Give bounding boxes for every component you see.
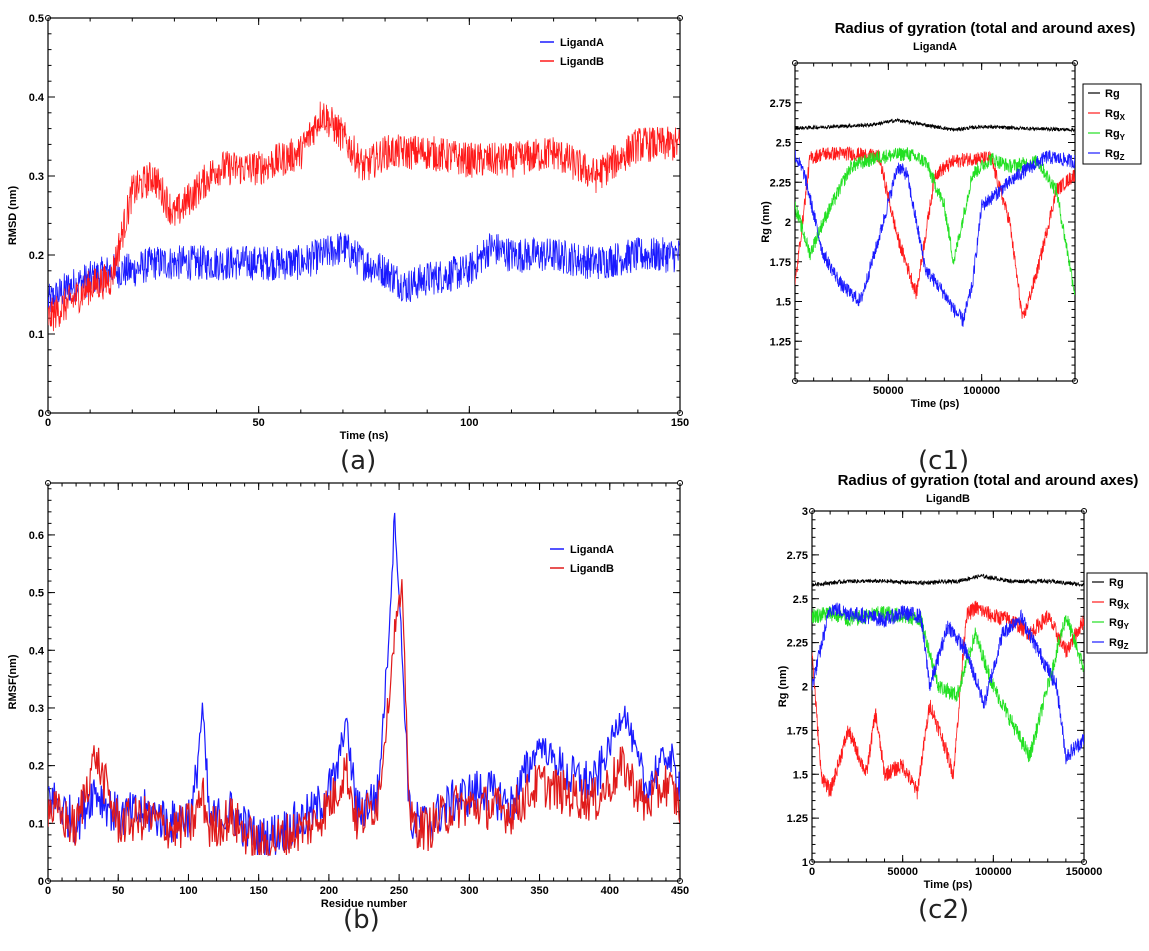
x-tick-label: 50000 <box>873 385 904 397</box>
x-tick-label: 50 <box>253 417 265 429</box>
chart-title: Radius of gyration (total and around axe… <box>835 20 1136 37</box>
y-tick-label: 0.3 <box>29 703 44 715</box>
legend-box <box>1082 83 1142 165</box>
x-tick-label: 350 <box>530 885 548 897</box>
y-tick-label: 0.4 <box>29 92 45 104</box>
x-tick-label: 0 <box>809 866 815 878</box>
legend-subscript: X <box>1124 602 1130 611</box>
legend-subscript: X <box>1120 113 1126 122</box>
x-tick-label: 150000 <box>1066 866 1103 878</box>
caption-c1: (c1) <box>918 446 970 476</box>
y-tick-label: 0.2 <box>29 250 44 262</box>
y-tick-label: 0.5 <box>29 588 44 600</box>
chart-subtitle: LigandA <box>913 41 957 53</box>
y-tick-label: 2.25 <box>787 638 808 650</box>
legend-subscript: Z <box>1124 642 1129 651</box>
y-axis-label: Rg (nm) <box>777 665 789 707</box>
y-tick-label: 0.2 <box>29 761 44 773</box>
y-tick-label: 1 <box>802 857 808 869</box>
y-tick-label: 2.5 <box>776 138 791 150</box>
x-axis-label: Time (ps) <box>911 398 960 410</box>
series-line-rgz <box>795 150 1075 327</box>
y-tick-label: 1.75 <box>770 257 791 269</box>
x-tick-label: 250 <box>390 885 408 897</box>
y-tick-label: 0.5 <box>29 13 44 25</box>
y-tick-label: 0.1 <box>29 329 44 341</box>
x-tick-label: 50 <box>112 885 124 897</box>
series-line-liganda <box>48 512 680 857</box>
chart-subtitle: LigandB <box>926 493 970 505</box>
x-tick-label: 300 <box>460 885 478 897</box>
plot-frame <box>794 62 1076 382</box>
x-tick-label: 100000 <box>963 385 1000 397</box>
series-line-rg <box>795 117 1075 133</box>
y-tick-label: 0.3 <box>29 171 44 183</box>
y-tick-label: 3 <box>802 506 808 518</box>
y-tick-label: 2 <box>802 682 808 694</box>
y-tick-label: 0.6 <box>29 530 44 542</box>
chart-c2: 0 50000 100000 150000 1 1.25 1.5 1.75 2 2.25 2.5 2.… <box>777 472 1148 891</box>
legend-subscript: Z <box>1120 153 1125 162</box>
y-tick-label: 1.25 <box>770 336 791 348</box>
y-tick-label: 2.75 <box>770 98 791 110</box>
legend-subscript: Y <box>1120 133 1126 142</box>
chart-a: 0 50 100 150 0 0.1 0.2 0.3 0.4 0.5 Time (ns) RMSD (… <box>7 13 689 442</box>
y-axis-label: RMSD (nm) <box>7 186 19 246</box>
caption-c2: (c2) <box>918 895 970 925</box>
chart-c1: 50000 100000 1.25 1.5 1.75 2 2.25 2.5 2.75 Time (… <box>760 20 1142 410</box>
legend-label: Rg <box>1105 88 1120 100</box>
legend-label: LigandA <box>560 37 604 49</box>
x-tick-label: 100 <box>460 417 478 429</box>
plot-frame <box>47 482 681 882</box>
chart-title: Radius of gyration (total and around axe… <box>838 472 1139 489</box>
y-tick-label: 1.5 <box>793 769 808 781</box>
x-tick-label: 0 <box>45 417 51 429</box>
plot-frame <box>47 17 681 414</box>
y-axis-label: RMSF(nm) <box>7 654 19 709</box>
series-line-rgz <box>812 602 1084 765</box>
x-tick-label: 150 <box>671 417 689 429</box>
x-tick-label: 400 <box>601 885 619 897</box>
legend-subscript: Y <box>1124 622 1130 631</box>
series-line-rgx <box>812 600 1084 800</box>
series-line-ligandb <box>48 579 680 856</box>
y-tick-label: 2.25 <box>770 177 791 189</box>
x-axis-label: Time (ns) <box>340 430 389 442</box>
x-tick-label: 0 <box>45 885 51 897</box>
x-tick-label: 150 <box>249 885 267 897</box>
x-axis-label: Residue number <box>321 898 408 910</box>
x-tick-label: 450 <box>671 885 689 897</box>
x-axis-label: Time (ps) <box>924 879 973 891</box>
series-line-rg <box>812 573 1084 588</box>
y-tick-label: 2.5 <box>793 594 808 606</box>
caption-a: (a) <box>340 446 377 476</box>
y-tick-label: 1.75 <box>787 725 808 737</box>
legend-label: Rg <box>1109 577 1124 589</box>
legend-label: LigandB <box>570 563 614 575</box>
legend-box <box>1086 572 1148 654</box>
series-line-rgx <box>795 146 1075 319</box>
x-tick-label: 100000 <box>975 866 1012 878</box>
chart-b: 0 50 100 150 200 250 300 350 400 450 0 0.1 0.2 0.3 0.4… <box>7 480 689 910</box>
series-line-liganda <box>48 232 680 313</box>
y-tick-label: 0.1 <box>29 818 44 830</box>
legend-label: LigandB <box>560 56 604 68</box>
y-tick-label: 1.25 <box>787 813 808 825</box>
y-tick-label: 0 <box>38 876 44 888</box>
y-tick-label: 2 <box>785 217 791 229</box>
x-tick-label: 50000 <box>887 866 918 878</box>
y-tick-label: 1.5 <box>776 297 791 309</box>
series-line-ligandb <box>48 101 680 332</box>
y-tick-label: 2.75 <box>787 550 808 562</box>
legend-label: LigandA <box>570 544 614 556</box>
y-axis-label: Rg (nm) <box>760 201 772 243</box>
x-tick-label: 200 <box>320 885 338 897</box>
y-tick-label: 0 <box>38 408 44 420</box>
caption-b: (b) <box>343 905 380 935</box>
y-tick-label: 0.4 <box>29 645 45 657</box>
x-tick-label: 100 <box>179 885 197 897</box>
